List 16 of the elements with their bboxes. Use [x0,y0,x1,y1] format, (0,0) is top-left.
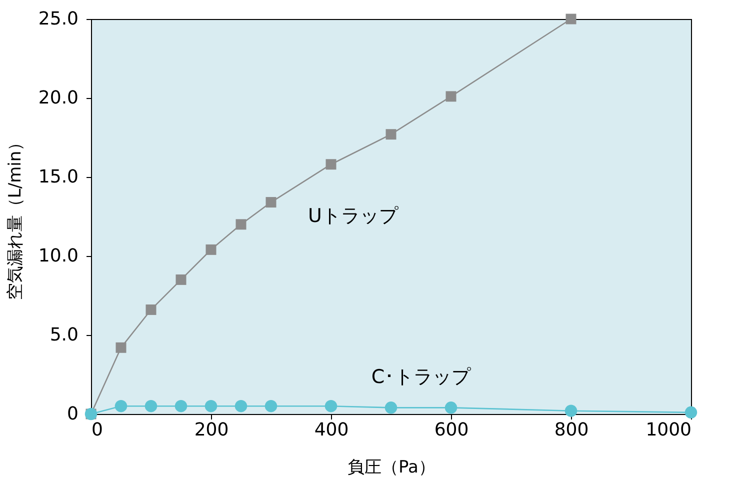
y-tick-label: 15.0 [38,166,78,188]
y-tick-label: 25.0 [38,8,78,30]
y-tick-label: 10.0 [38,246,78,266]
x-tick-label: 1000 [646,420,692,440]
series-label: Uトラップ [308,205,399,227]
series-label: C･トラップ [371,366,472,388]
x-axis-title: 負圧（Pa） [348,458,436,478]
x-tick-label: 200 [194,420,229,440]
x-tick-label: 800 [554,420,589,440]
x-tick-label: 0 [92,420,103,440]
y-axis-title: 空気漏れ量（L/min） [5,134,26,300]
x-tick-label: 400 [314,420,349,440]
y-tick-label: 0 [67,404,78,424]
y-tick-label: 20.0 [38,88,78,108]
y-tick-label: 5.0 [50,324,78,346]
x-tick-label: 600 [434,420,469,440]
